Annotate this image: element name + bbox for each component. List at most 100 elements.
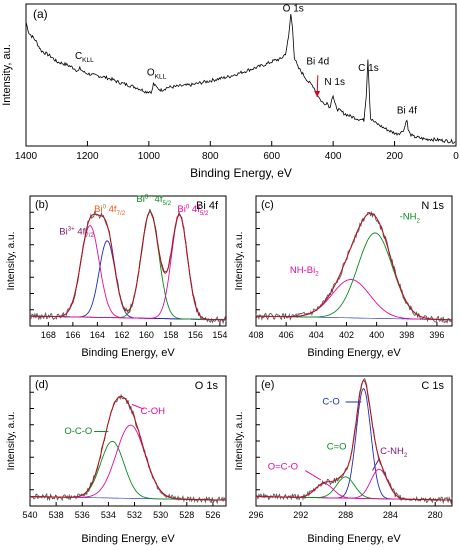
x-axis-label: Binding Energy, eV bbox=[81, 533, 175, 545]
peak-label-main: O 1s bbox=[283, 3, 304, 14]
y-axis-label: Intensity, a.u. bbox=[6, 412, 17, 471]
x-axis-label: Binding Energy, eV bbox=[81, 347, 175, 359]
x-tick-label: 404 bbox=[309, 330, 324, 340]
envelope-fit bbox=[256, 212, 452, 321]
x-tick-label: 168 bbox=[41, 330, 56, 340]
peak-label: Bi 4d bbox=[306, 56, 329, 67]
y-axis-label: Intensity, a.u. bbox=[234, 232, 245, 291]
component-label: NH-Bi2 bbox=[290, 265, 319, 278]
x-tick-label: 800 bbox=[202, 151, 219, 162]
component-label-part: Bi bbox=[94, 204, 102, 215]
measured-data bbox=[255, 210, 453, 324]
panel-title: Bi 4f bbox=[196, 200, 219, 212]
component-label-part: C=O bbox=[327, 441, 347, 452]
x-tick-label: 200 bbox=[386, 151, 403, 162]
measured-data bbox=[29, 393, 227, 505]
component-label-part: Bi bbox=[177, 204, 185, 215]
panel-d: 540 538 536 534 532 530 528 526 C-OH O-C-O (d) O 1s… bbox=[6, 375, 227, 545]
panel-title: O 1s bbox=[195, 380, 219, 392]
panel-a-frame bbox=[25, 3, 457, 147]
component-label-part: C-O bbox=[322, 396, 339, 407]
component-label-part: O=C-O bbox=[268, 461, 298, 472]
component-label: Bi3+ 4f7/2 bbox=[59, 226, 94, 240]
panel-letter: (e) bbox=[261, 379, 274, 391]
fit-component bbox=[29, 440, 226, 501]
x-tick-label: 534 bbox=[101, 510, 116, 520]
x-axis-label: Binding Energy, eV bbox=[307, 533, 401, 545]
component-label-part: 0 bbox=[186, 203, 190, 210]
peak-label-main: O bbox=[147, 67, 155, 78]
fit-component bbox=[255, 388, 452, 501]
fit-component bbox=[29, 424, 226, 501]
x-tick-label: 156 bbox=[188, 330, 203, 340]
x-tick-label: 288 bbox=[338, 510, 353, 520]
component-label-part: C-NH bbox=[380, 446, 404, 457]
peak-label: N 1s bbox=[324, 77, 345, 88]
component-label-part: 3+ bbox=[68, 226, 75, 233]
panel-letter: (a) bbox=[33, 7, 48, 21]
coh-arrow bbox=[131, 403, 144, 410]
peak-label: O 1s bbox=[283, 3, 304, 14]
component-label-part: O-C-O bbox=[64, 426, 92, 437]
peak-label: OKLL bbox=[147, 67, 167, 80]
component-label-part: Bi bbox=[59, 226, 67, 237]
component-label: Bi3+ 4f5/2 bbox=[136, 193, 171, 207]
component-label-part: 7/2 bbox=[85, 232, 94, 239]
oco-arrow bbox=[305, 470, 322, 481]
x-tick-label: 532 bbox=[127, 510, 142, 520]
x-tick-label: 400 bbox=[325, 151, 342, 162]
component-label-part: -Bi bbox=[304, 265, 316, 276]
panel-frame bbox=[255, 375, 453, 507]
x-tick-label: 540 bbox=[22, 510, 37, 520]
fit-component bbox=[256, 232, 452, 321]
x-tick-label: 0 bbox=[453, 151, 459, 162]
peak-label: CKLL bbox=[75, 51, 94, 64]
x-tick-label: 538 bbox=[49, 510, 64, 520]
component-label: C-NH2 bbox=[380, 446, 408, 459]
y-axis-label: Intensity, a.u. bbox=[234, 412, 245, 471]
x-tick-label: 530 bbox=[153, 510, 168, 520]
peak-label-main: C bbox=[75, 51, 82, 62]
component-label-part: 7/2 bbox=[117, 210, 126, 217]
component-label-part: NH bbox=[290, 265, 304, 276]
fit-component bbox=[30, 225, 226, 321]
y-axis-label: Intensity, au. bbox=[1, 44, 13, 106]
component-label-part: 4f bbox=[106, 204, 117, 215]
peak-label-main: Bi 4f bbox=[397, 105, 417, 116]
x-tick-label: 536 bbox=[75, 510, 90, 520]
peak-label-sub: KLL bbox=[82, 57, 94, 64]
component-label-part: 3+ bbox=[145, 193, 152, 200]
x-tick-label: 280 bbox=[428, 510, 443, 520]
peak-label: C 1s bbox=[358, 63, 379, 74]
x-tick-label: 160 bbox=[139, 330, 154, 340]
peak-label-main: C 1s bbox=[358, 63, 379, 74]
component-label-part: 0 bbox=[103, 203, 107, 210]
component-label: C-O bbox=[322, 396, 339, 407]
component-label: Bi0 4f7/2 bbox=[94, 203, 126, 217]
peak-label-main: Bi 4d bbox=[306, 56, 329, 67]
x-tick-label: 400 bbox=[369, 330, 384, 340]
x-tick-label: 296 bbox=[248, 510, 263, 520]
panel-letter: (b) bbox=[35, 199, 48, 211]
envelope-fit bbox=[29, 395, 226, 501]
x-tick-label: 1000 bbox=[138, 151, 161, 162]
x-axis-label: Binding Energy, eV bbox=[307, 347, 401, 359]
x-tick-label: 1400 bbox=[15, 151, 38, 162]
panel-frame bbox=[255, 195, 453, 327]
x-tick-label: 398 bbox=[399, 330, 414, 340]
x-tick-label: 1200 bbox=[76, 151, 99, 162]
panel-frame bbox=[29, 375, 227, 507]
panel-letter: (c) bbox=[261, 199, 274, 211]
x-tick-label: 526 bbox=[205, 510, 220, 520]
cnh2-arrow bbox=[372, 458, 380, 471]
x-tick-label: 396 bbox=[429, 330, 444, 340]
component-label-part: Bi bbox=[136, 194, 144, 205]
x-tick-label: 158 bbox=[163, 330, 178, 340]
x-tick-label: 408 bbox=[248, 330, 263, 340]
component-label-part: 4f bbox=[75, 226, 86, 237]
panel-title: C 1s bbox=[421, 380, 444, 392]
component-label-part: -NH bbox=[400, 212, 417, 223]
